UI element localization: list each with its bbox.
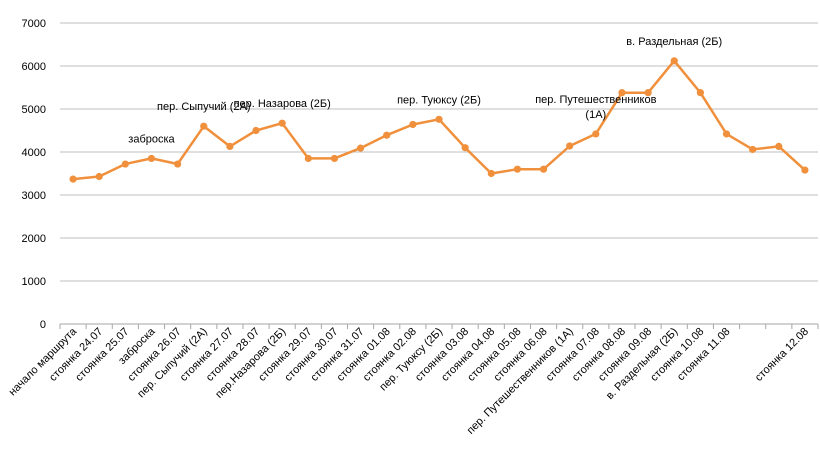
data-point (330, 154, 339, 163)
data-point (200, 122, 208, 130)
y-axis-tick-labels: 0 1000 2000 3000 4000 5000 6000 7000 (22, 18, 46, 331)
data-point (722, 130, 731, 138)
data-point (618, 89, 626, 97)
y-tick-label: 7000 (22, 18, 46, 30)
data-point (461, 144, 469, 152)
data-point (513, 165, 522, 173)
y-tick-label: 5000 (22, 104, 46, 116)
annotation-label: пер. Туюксу (2Б) (397, 94, 481, 106)
gridlines (60, 22, 818, 282)
data-point (801, 166, 809, 174)
data-point (174, 160, 182, 168)
data-point (696, 89, 704, 97)
annotations: заброска пер. Сыпучий (2А)пер. Назарова (… (128, 36, 722, 146)
series-line (69, 57, 809, 183)
data-point (121, 160, 129, 168)
y-tick-label: 0 (40, 319, 46, 331)
data-point (252, 126, 260, 135)
annotation-label: в. Раздельная (2Б) (626, 36, 722, 48)
annotation-label: пер. Назарова (2Б) (234, 98, 331, 110)
data-point (95, 172, 103, 181)
data-point (69, 175, 77, 183)
y-tick-label: 1000 (22, 276, 46, 288)
data-point (592, 130, 600, 138)
y-tick-label: 4000 (22, 147, 46, 159)
data-point (670, 57, 678, 65)
data-point (304, 154, 312, 163)
x-tick-label: стоянка 12.08 (753, 326, 811, 384)
annotation-label: пер. Путешественников (535, 94, 656, 106)
data-point (749, 145, 757, 154)
data-point (566, 142, 574, 150)
data-point (775, 142, 783, 151)
y-tick-label: 3000 (22, 190, 46, 202)
annotation-label: заброска (128, 133, 175, 145)
data-point (539, 165, 548, 173)
data-point (226, 142, 234, 151)
data-point (644, 89, 652, 97)
data-point (278, 119, 286, 127)
y-tick-label: 6000 (22, 61, 46, 73)
data-point (147, 154, 156, 163)
data-point (356, 144, 365, 152)
y-tick-label: 2000 (22, 233, 46, 245)
annotation-label: (1А) (585, 109, 606, 121)
annotation-label: пер. Сыпучий (2А) (157, 101, 250, 113)
data-point (409, 120, 417, 129)
data-point (435, 115, 443, 123)
data-point (383, 131, 391, 139)
data-point (487, 169, 495, 178)
